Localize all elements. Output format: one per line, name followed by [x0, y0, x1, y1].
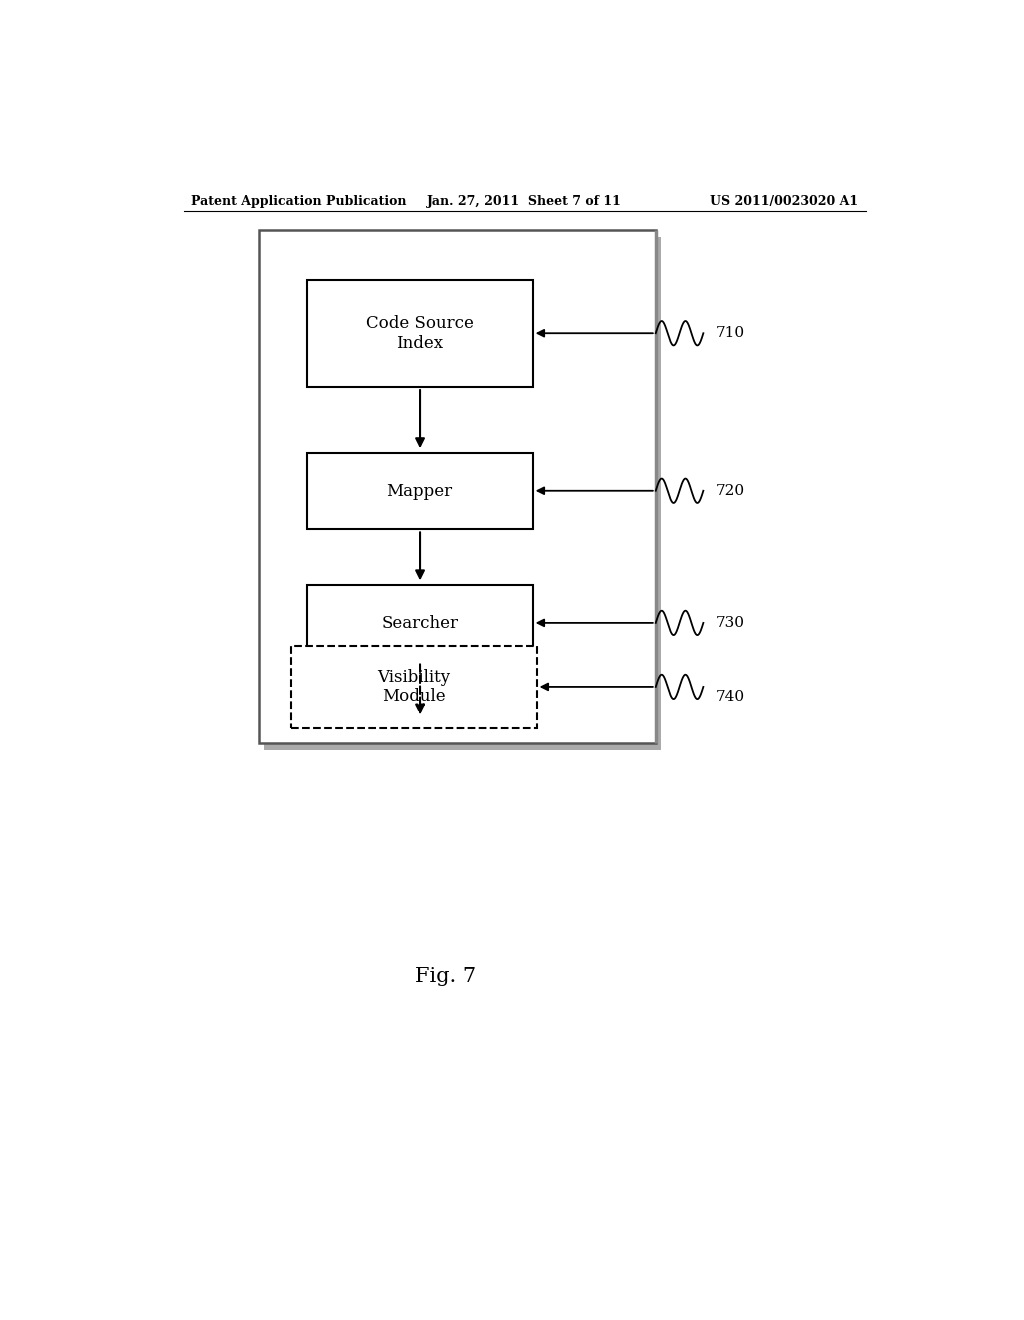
Text: US 2011/0023020 A1: US 2011/0023020 A1 [710, 194, 858, 207]
Text: 730: 730 [715, 616, 744, 630]
Bar [259, 230, 655, 743]
Bar [306, 280, 532, 387]
Text: Jan. 27, 2011  Sheet 7 of 11: Jan. 27, 2011 Sheet 7 of 11 [427, 194, 623, 207]
Text: Mapper: Mapper [387, 483, 453, 500]
Text: Searcher: Searcher [381, 615, 458, 632]
Text: 720: 720 [715, 483, 744, 498]
Bar [291, 647, 537, 727]
Text: Fig. 7: Fig. 7 [415, 968, 476, 986]
Text: Visibility
Module: Visibility Module [377, 669, 451, 705]
Text: Patent Application Publication: Patent Application Publication [191, 194, 407, 207]
Bar [264, 236, 662, 750]
Text: 740: 740 [715, 690, 744, 704]
Bar [306, 453, 532, 529]
Bar [306, 585, 532, 661]
Text: Code Source
Index: Code Source Index [366, 315, 473, 352]
Text: 710: 710 [715, 326, 744, 341]
